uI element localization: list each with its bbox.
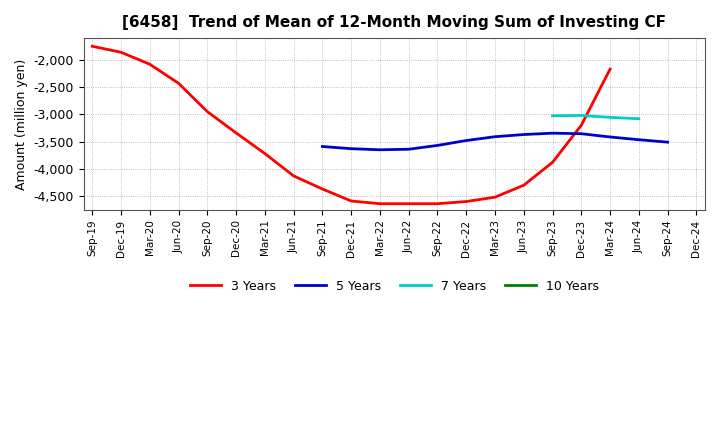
Legend: 3 Years, 5 Years, 7 Years, 10 Years: 3 Years, 5 Years, 7 Years, 10 Years xyxy=(184,275,604,298)
Title: [6458]  Trend of Mean of 12-Month Moving Sum of Investing CF: [6458] Trend of Mean of 12-Month Moving … xyxy=(122,15,666,30)
Y-axis label: Amount (million yen): Amount (million yen) xyxy=(15,58,28,190)
